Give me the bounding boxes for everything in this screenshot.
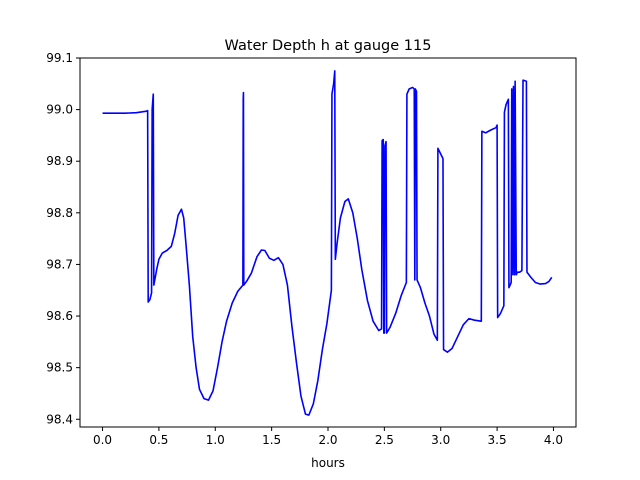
x-tick-label: 3.5: [488, 433, 507, 447]
x-tick-label: 1.5: [262, 433, 281, 447]
x-axis-label: hours: [311, 456, 345, 470]
x-tick-label: 2.5: [375, 433, 394, 447]
x-tick-label: 0.0: [93, 433, 112, 447]
x-tick-label: 1.0: [206, 433, 225, 447]
y-tick-label: 98.8: [46, 206, 73, 220]
y-tick-label: 99.0: [46, 103, 73, 117]
y-tick-label: 99.1: [46, 51, 73, 65]
x-tick-label: 3.0: [431, 433, 450, 447]
y-tick-label: 98.9: [46, 154, 73, 168]
y-tick-label: 98.6: [46, 309, 73, 323]
y-tick-label: 98.4: [46, 412, 73, 426]
y-tick-label: 98.5: [46, 361, 73, 375]
x-axis: 0.0 0.5 1.0 1.5 2.0 2.5 3.0 3.5 4.0: [93, 427, 563, 447]
y-axis: 98.4 98.5 98.6 98.7 98.8 98.9 99.0 99.1: [46, 51, 80, 426]
x-tick-label: 0.5: [149, 433, 168, 447]
x-tick-label: 2.0: [318, 433, 337, 447]
plot-frame: [79, 57, 577, 428]
plot-area: [102, 70, 553, 416]
series-line-0: [102, 70, 553, 416]
chart-title: Water Depth h at gauge 115: [225, 38, 432, 54]
y-tick-label: 98.7: [46, 257, 73, 271]
x-tick-label: 4.0: [544, 433, 563, 447]
